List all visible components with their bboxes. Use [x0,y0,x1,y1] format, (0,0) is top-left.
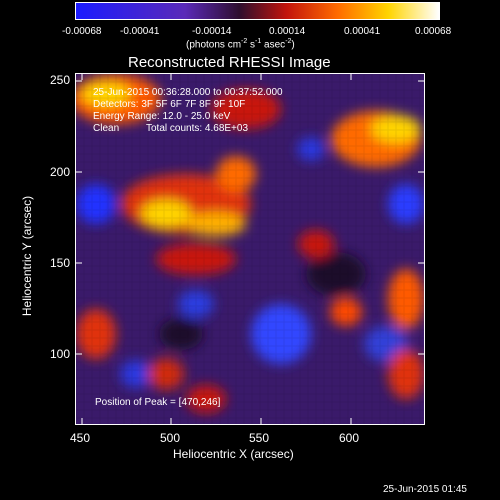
heatmap-image [76,74,424,424]
colorbar-tick: -0.00068 [62,26,102,37]
peak-position-label: Position of Peak = [470,246] [95,397,221,408]
info-line-clean: Clean [93,123,120,134]
plot-title: Reconstructed RHESSI Image [128,54,331,71]
x-tick-label: 550 [249,431,270,445]
colorbar [75,2,440,20]
x-axis-label: Heliocentric X (arcsec) [173,447,294,461]
y-tick-label: 200 [50,165,71,179]
colorbar-tick: 0.00041 [344,26,381,37]
colorbar-tick: -0.00014 [192,26,232,37]
colorbar-units: (photons cm-2 s-1 asec-2) [186,38,295,51]
y-axis-label: Heliocentric Y (arcsec) [20,195,34,317]
y-tick-label: 150 [50,256,71,270]
colorbar-tick: 0.00068 [415,26,452,37]
x-tick-label: 600 [339,431,360,445]
info-line-time: 25-Jun-2015 00:36:28.000 to 00:37:52.000 [93,87,283,98]
colorbar-tick: -0.00041 [120,26,160,37]
y-tick-label: 250 [50,73,71,87]
y-tick-label: 100 [50,347,71,361]
timestamp: 25-Jun-2015 01:45 [383,484,467,495]
rhessi-image [75,73,425,425]
info-line-detectors: Detectors: 3F 5F 6F 7F 8F 9F 10F [93,99,246,110]
info-line-energy: Energy Range: 12.0 - 25.0 keV [93,111,231,122]
colorbar-tick: 0.00014 [269,26,306,37]
x-tick-label: 450 [70,431,91,445]
info-line-counts: Total counts: 4.68E+03 [146,123,249,134]
colorbar-gradient [76,3,439,19]
x-tick-label: 500 [160,431,181,445]
